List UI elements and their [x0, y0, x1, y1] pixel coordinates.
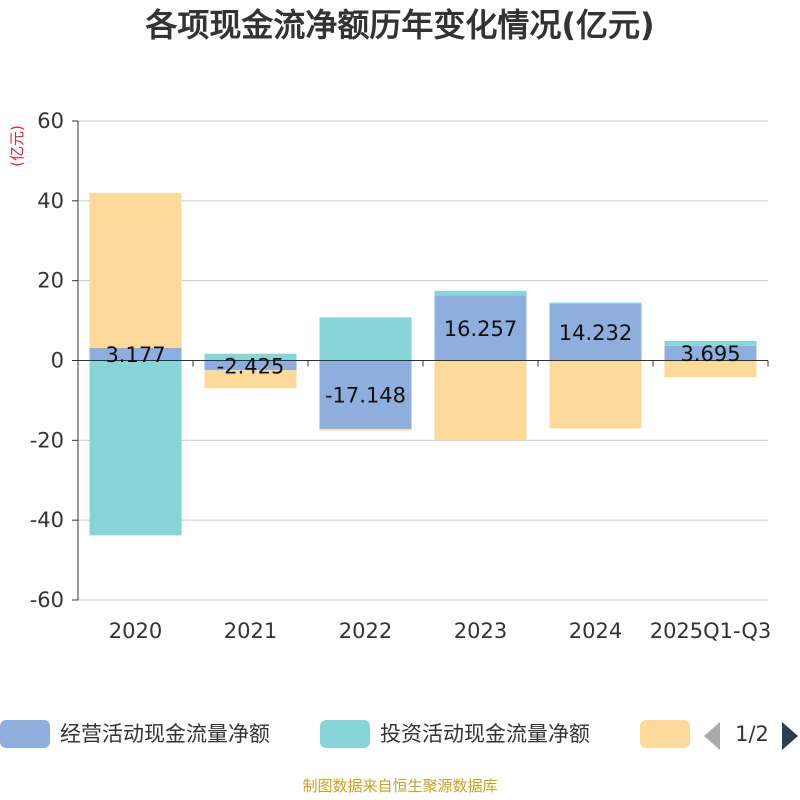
legend-page-indicator: 1/2 [735, 722, 769, 746]
bar-2021-series-2[interactable] [204, 370, 297, 389]
legend-next-arrow-icon[interactable] [782, 722, 798, 750]
data-label-operating-2021: -2.425 [217, 354, 285, 378]
bar-2020-series-1[interactable] [89, 360, 182, 536]
legend-swatch-financing[interactable] [640, 720, 690, 748]
bar-2022-series-2[interactable] [319, 428, 412, 431]
legend: 经营活动现金流量净额 投资活动现金流量净额 1/2 [0, 720, 798, 750]
y-tick-label: 40 [37, 189, 64, 213]
bar-2022-series-1[interactable] [319, 317, 412, 361]
data-label-operating-2024: 14.232 [559, 321, 632, 345]
bar-2021-series-0[interactable] [204, 360, 297, 371]
x-tick-label: 2023 [454, 619, 507, 643]
y-tick-label: 0 [51, 349, 64, 373]
x-tick-label: 2024 [569, 619, 622, 643]
legend-label-investing[interactable]: 投资活动现金流量净额 [380, 722, 590, 746]
y-tick-label: -60 [30, 588, 64, 612]
data-label-operating-2025Q1-Q3: 3.695 [680, 342, 740, 366]
y-tick-label: -40 [30, 508, 64, 532]
bar-2024-series-1[interactable] [549, 302, 642, 304]
legend-swatch-operating[interactable] [0, 720, 50, 748]
bar-2023-series-1[interactable] [434, 290, 527, 296]
bar-2024-series-2[interactable] [549, 360, 642, 429]
data-source-note: 制图数据来自恒生聚源数据库 [302, 777, 497, 795]
x-tick-label: 2022 [339, 619, 392, 643]
data-label-operating-2023: 16.257 [444, 317, 517, 341]
bar-2023-series-2[interactable] [434, 360, 527, 441]
x-tick-label: 2025Q1-Q3 [650, 619, 772, 643]
data-label-operating-2022: -17.148 [325, 384, 406, 408]
bar-2023-series-0[interactable] [434, 295, 527, 361]
legend-label-operating[interactable]: 经营活动现金流量净额 [60, 722, 270, 746]
y-tick-label: -20 [30, 428, 64, 452]
bar-2020-series-0[interactable] [89, 347, 182, 361]
y-tick-label: 20 [37, 269, 64, 293]
axes: 60 40 20 0 -20 -40 -60 2020 2021 2022 2023 2024 2025… [30, 109, 772, 643]
legend-prev-arrow-icon[interactable] [704, 722, 720, 750]
data-labels: 3.177 -2.425 -17.148 16.257 14.232 3.695 [105, 317, 740, 408]
x-tick-label: 2021 [224, 619, 277, 643]
bar-2025Q1-Q3-series-1[interactable] [664, 340, 757, 346]
bar-2020-series-2[interactable] [89, 192, 182, 348]
bar-2025Q1-Q3-series-0[interactable] [664, 345, 757, 361]
legend-swatch-investing[interactable] [320, 720, 370, 748]
bar-marks [89, 192, 757, 536]
y-tick-label: 60 [37, 109, 64, 133]
chart-title: 各项现金流净额历年变化情况(亿元) [145, 6, 654, 44]
data-label-operating-2020: 3.177 [105, 343, 165, 367]
y-axis-unit-label: (亿元) [8, 125, 26, 167]
bar-2024-series-0[interactable] [549, 303, 642, 361]
x-tick-label: 2020 [109, 619, 162, 643]
bar-2025Q1-Q3-series-2[interactable] [664, 360, 757, 378]
bar-2021-series-1[interactable] [204, 353, 297, 361]
grid-lines [78, 120, 768, 601]
bar-2022-series-0[interactable] [319, 360, 412, 429]
